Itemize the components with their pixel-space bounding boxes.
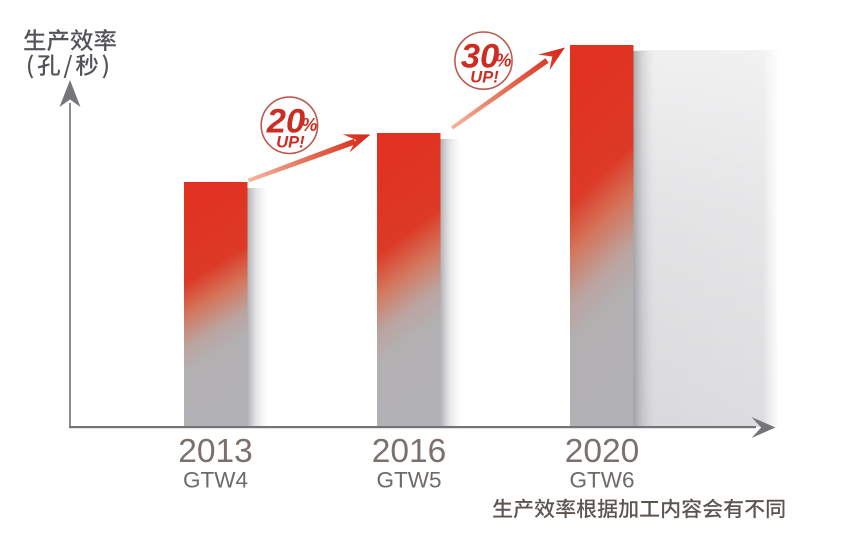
svg-text:2013: 2013 xyxy=(178,433,253,470)
svg-text:UP!: UP! xyxy=(276,133,305,151)
svg-text:2016: 2016 xyxy=(372,433,447,470)
svg-text:UP!: UP! xyxy=(470,69,499,87)
svg-text:20: 20 xyxy=(266,102,305,140)
svg-text:2020: 2020 xyxy=(565,433,640,470)
svg-text:30: 30 xyxy=(461,38,499,76)
svg-text:%: % xyxy=(301,115,317,135)
svg-text:GTW6: GTW6 xyxy=(570,468,635,493)
svg-text:%: % xyxy=(495,50,511,70)
svg-text:GTW5: GTW5 xyxy=(377,468,442,493)
svg-text:GTW4: GTW4 xyxy=(183,468,248,493)
